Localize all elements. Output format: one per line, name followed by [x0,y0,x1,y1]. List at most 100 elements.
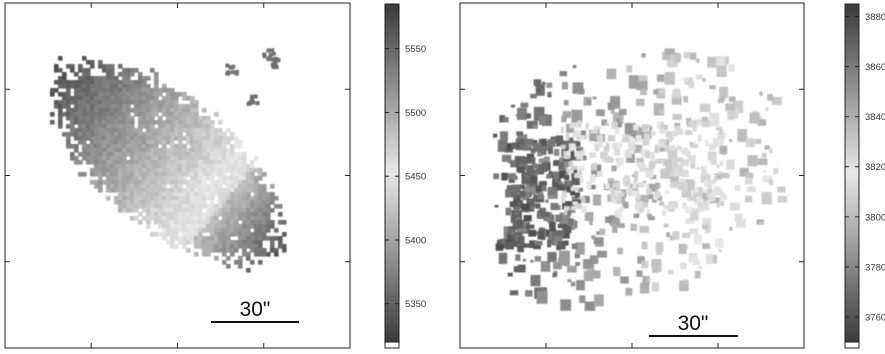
map-pixel [146,124,151,129]
map-pixel [238,160,243,165]
map-pixel [511,142,521,149]
map-pixel [186,96,191,101]
map-pixel [210,192,215,197]
map-pixel [206,132,211,137]
map-pixel [162,124,167,129]
map-pixel [146,76,151,81]
map-pixel [146,156,151,161]
map-pixel [94,164,99,169]
map-pixel [126,152,131,157]
map-pixel [226,168,231,173]
map-pixel [198,140,203,145]
map-pixel [130,192,135,197]
map-pixel [692,208,700,212]
map-pixel [78,112,83,117]
map-pixel [142,192,147,197]
map-pixel [218,236,223,241]
map-pixel [282,220,287,225]
map-pixel [202,120,207,125]
map-pixel [162,120,167,125]
map-pixel [576,151,584,160]
map-pixel [495,243,504,251]
map-pixel [110,112,115,117]
map-pixel [166,216,171,221]
map-pixel [154,88,159,93]
map-pixel [146,152,151,157]
map-pixel [234,208,239,213]
map-pixel [122,100,127,105]
map-pixel [206,156,211,161]
map-pixel [110,68,115,73]
map-pixel [138,188,143,193]
map-pixel [210,220,215,225]
map-pixel [162,96,167,101]
map-pixel [178,124,183,129]
map-pixel [130,124,135,129]
map-pixel [234,220,239,225]
map-pixel [122,196,127,201]
map-pixel [182,96,187,101]
map-pixel [728,96,736,102]
map-pixel [166,188,171,193]
map-pixel [94,168,99,173]
map-pixel [617,247,624,255]
map-pixel [78,108,83,113]
map-pixel [507,173,516,179]
map-pixel [170,172,175,177]
map-pixel [106,160,111,165]
map-pixel [519,138,524,146]
map-pixel [777,195,788,203]
map-pixel [198,160,203,165]
map-pixel [214,160,219,165]
map-pixel [178,140,183,145]
map-pixel [538,158,545,163]
map-pixel [218,136,223,141]
map-pixel [102,96,107,101]
map-pixel [182,116,187,121]
right-colorbar-end-cap [844,341,860,349]
map-pixel [174,200,179,205]
map-pixel [198,164,203,169]
map-pixel [190,192,195,197]
map-pixel [138,220,143,225]
map-pixel [674,122,681,128]
map-pixel [667,269,674,275]
map-pixel [166,104,171,109]
map-pixel [130,172,135,177]
map-pixel [650,130,657,136]
map-pixel [210,184,215,189]
map-pixel [682,170,689,178]
map-pixel [709,143,716,150]
map-pixel [502,117,509,123]
map-pixel [186,108,191,113]
map-pixel [759,117,763,120]
map-pixel [134,196,139,201]
map-pixel [102,88,107,93]
map-pixel [70,84,75,89]
map-pixel [170,180,175,185]
map-pixel [126,76,131,81]
map-pixel [703,199,708,206]
map-pixel [178,152,183,157]
map-pixel [110,64,115,69]
map-pixel [122,152,127,157]
map-pixel [530,259,534,263]
map-pixel [114,92,119,97]
map-pixel [150,212,155,217]
map-pixel [575,242,585,255]
map-pixel [218,188,223,193]
map-pixel [78,64,83,69]
map-pixel [564,201,573,208]
map-pixel [138,72,143,77]
map-pixel [270,224,275,229]
map-pixel [162,180,167,185]
map-pixel [122,208,127,213]
map-pixel [646,208,650,214]
map-pixel [246,208,251,213]
map-pixel [771,96,782,106]
map-pixel [696,58,700,63]
map-pixel [694,270,701,279]
map-pixel [210,144,215,149]
map-pixel [639,194,649,203]
map-pixel [553,262,562,270]
